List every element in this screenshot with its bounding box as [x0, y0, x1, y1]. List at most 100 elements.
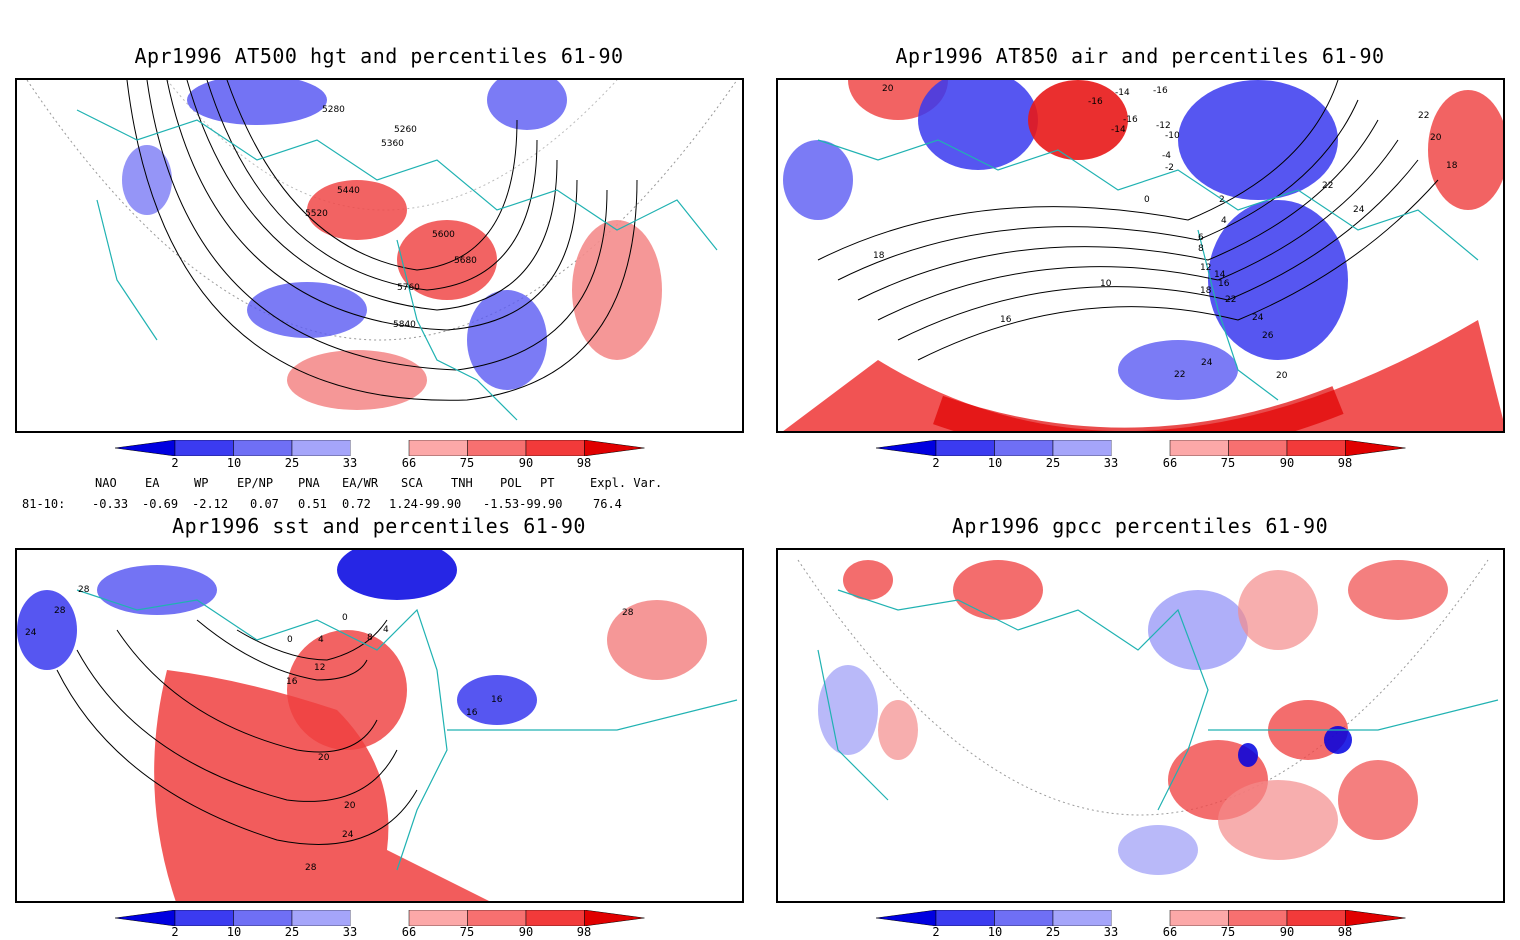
contour-label: -10 [1165, 131, 1180, 141]
index-value-pt: -99.90 [519, 497, 563, 511]
contour-label: 4 [383, 625, 389, 635]
colorbar-arrow-low [875, 909, 937, 927]
colorbar-segment [1228, 439, 1288, 457]
index-value: -1.53-99.90 [483, 497, 562, 511]
colorbar-arrow-low [114, 439, 176, 457]
index-value: 0.07 [250, 497, 279, 511]
colorbar-tick: 90 [518, 456, 534, 470]
panel-title-gpcc: Apr1996 gpcc percentiles 61-90 [951, 514, 1329, 538]
panel-title-air850: Apr1996 AT850 air and percentiles 61-90 [895, 44, 1385, 68]
colorbar-tick: 2 [171, 456, 179, 470]
contour-label: 0 [342, 613, 348, 623]
colorbar-arrow-high [1345, 909, 1406, 927]
colorbar-segment [174, 909, 234, 927]
contour-label: -12 [1156, 121, 1171, 131]
contour-label: -16 [1088, 97, 1103, 107]
index-header: PT [540, 476, 555, 490]
colorbar-tick: 25 [1045, 456, 1061, 470]
index-value-tnh: -99.90 [417, 497, 462, 511]
contour-label: 28 [78, 585, 90, 595]
colorbar-tick: 2 [171, 925, 179, 939]
colorbar-segment [935, 909, 995, 927]
colorbar-tick: 66 [1162, 456, 1178, 470]
colorbar-tick: 10 [987, 925, 1003, 939]
index-header: PNA [298, 476, 320, 490]
contour-label: 8 [367, 633, 373, 643]
contour-label: 28 [622, 608, 634, 618]
colorbar-arrow-high [584, 909, 645, 927]
contour-label: 28 [54, 606, 66, 616]
contour-label: 24 [342, 830, 354, 840]
contour-label: 16 [1000, 315, 1012, 325]
index-value: 76.4 [593, 497, 622, 511]
contour-label: 20 [1276, 371, 1288, 381]
map-hgt500: 5280 5260 5360 5440 5520 5600 5680 5760 … [15, 78, 744, 433]
colorbar-tick: 90 [1279, 456, 1295, 470]
contour-label: 24 [1252, 313, 1264, 323]
colorbar-tick: 98 [576, 456, 592, 470]
colorbar-segment [350, 910, 409, 926]
contour-label: -4 [1162, 151, 1171, 161]
contour-label: -14 [1115, 88, 1130, 98]
map-hgt500-canvas: 5280 5260 5360 5440 5520 5600 5680 5760 … [26, 80, 738, 421]
index-row-label: 81-10: [22, 497, 66, 511]
colorbar-tick: 66 [401, 456, 417, 470]
contour-label: 6 [1198, 233, 1204, 243]
map-sst: 28 28 24 0 4 0 4 8 12 16 20 20 24 28 16 … [15, 548, 744, 903]
colorbar-tick: 2 [932, 925, 940, 939]
colorbar-air850 [875, 439, 1406, 460]
colorbar-segment [994, 909, 1054, 927]
index-value: -0.33 [92, 497, 129, 511]
colorbar-tick: 33 [342, 456, 358, 470]
colorbar-arrow-high [584, 439, 645, 457]
contour-label: 16 [491, 695, 503, 705]
contour-label: 18 [873, 251, 885, 261]
contour-label: 2 [1219, 195, 1225, 205]
map-sst-canvas: 28 28 24 0 4 0 4 8 12 16 20 20 24 28 16 … [17, 550, 738, 901]
colorbar-segment [1286, 439, 1346, 457]
colorbar-tick: 33 [1103, 925, 1119, 939]
contour-label: 0 [1144, 195, 1150, 205]
contour-label: 5680 [454, 256, 477, 266]
contour-label: 20 [318, 753, 330, 763]
contour-label: -16 [1153, 86, 1168, 96]
contour-label: 24 [25, 628, 37, 638]
contour-label: 24 [1201, 358, 1213, 368]
index-value: 1.24-99.90 [389, 497, 461, 511]
contour-label: 12 [1200, 263, 1211, 273]
colorbar-tick: 66 [401, 925, 417, 939]
colorbar-gpcc-bar [875, 909, 1406, 927]
colorbar-arrow-low [875, 439, 937, 457]
colorbar-segment [350, 440, 409, 456]
contour-label: 16 [466, 708, 478, 718]
contour-label: 4 [318, 635, 324, 645]
colorbar-tick: 98 [1337, 456, 1353, 470]
contour-label: 22 [1322, 181, 1333, 191]
colorbar-air850-bar [875, 439, 1406, 457]
colorbar-segment [467, 909, 527, 927]
colorbar-hgt500-bar [114, 439, 645, 457]
contour-label: -16 [1123, 115, 1138, 125]
contour-label: 16 [1218, 279, 1230, 289]
colorbar-tick: 98 [1337, 925, 1353, 939]
index-value-sca: 1.24 [389, 497, 418, 511]
index-header: Expl. Var. [590, 476, 663, 490]
contour-label: 18 [1200, 286, 1212, 296]
contour-label: 0 [287, 635, 293, 645]
index-value: 0.72 [342, 497, 371, 511]
panel-title-hgt500: Apr1996 AT500 hgt and percentiles 61-90 [134, 44, 624, 68]
index-header: EA/WR [342, 476, 379, 490]
colorbar-tick: 25 [284, 456, 300, 470]
colorbar-segment [1286, 909, 1346, 927]
colorbar-segment [1052, 439, 1112, 457]
contour-label: 5440 [337, 186, 360, 196]
colorbar-segment [525, 439, 585, 457]
colorbar-segment [1111, 910, 1170, 926]
colorbar-segment [408, 439, 468, 457]
index-header: POL [500, 476, 522, 490]
index-header: SCA [401, 476, 423, 490]
contour-label: 5600 [432, 230, 455, 240]
colorbar-tick: 75 [459, 456, 475, 470]
colorbar-sst [114, 909, 645, 930]
contour-label: 14 [1214, 270, 1226, 280]
